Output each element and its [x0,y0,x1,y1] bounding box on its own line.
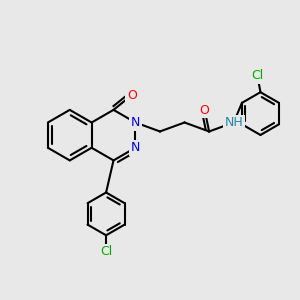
Text: Cl: Cl [100,245,112,258]
Text: N: N [131,116,140,129]
Text: NH: NH [224,116,243,129]
Text: Cl: Cl [251,69,264,82]
Text: N: N [131,141,140,154]
Text: O: O [200,103,210,117]
Text: O: O [127,88,137,101]
